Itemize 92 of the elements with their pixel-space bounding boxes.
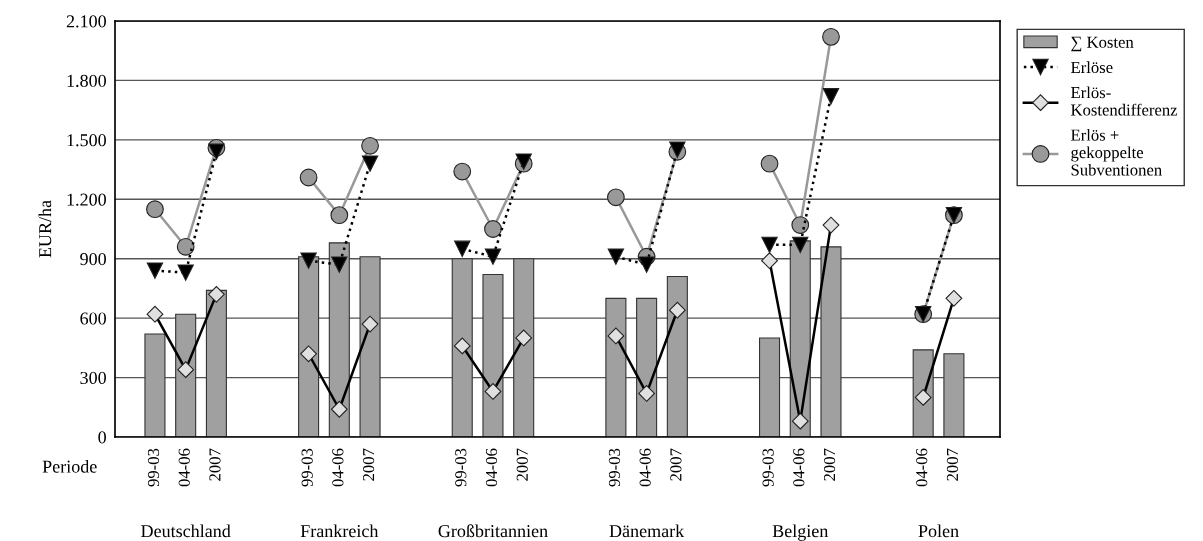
text: Deutschland [141,524,231,538]
point [208,143,225,160]
point [331,256,348,273]
bar [758,337,781,437]
x-tick-label: 2007 [670,448,682,481]
x-tick-label: 04-06 [793,448,805,487]
point [453,337,471,355]
point [792,236,809,254]
bar [205,289,227,437]
point [207,285,225,303]
point [146,262,164,279]
point [791,216,810,234]
legend-label: ∑ Kosten [1071,36,1134,52]
bar [666,275,688,437]
point [606,188,625,207]
x-tick-label: 04-06 [485,448,498,487]
legend-label: Erlös- Kostendifferenz [1071,86,1178,116]
point [300,345,318,363]
text: Polen [918,524,959,538]
y-tick-label: 900 [80,252,106,266]
x-tick-label: 99-03 [147,448,160,487]
bar [943,353,965,437]
point [361,136,379,155]
x-tick-label: 2007 [516,448,528,481]
point [638,256,655,273]
point [822,88,840,105]
point [607,327,625,345]
x-tick-label: 04-06 [332,448,344,487]
point [177,264,194,281]
bar [298,256,320,437]
y-axis-title: EUR/ha [38,200,52,258]
legend-label: Erlöse [1071,61,1113,74]
x-tick-label: 04-06 [916,448,928,487]
point [945,289,963,307]
point [484,248,502,265]
x-tick-label: 2007 [209,448,221,481]
bar [144,333,166,437]
bar [359,256,381,437]
point [484,383,502,400]
bar [605,297,627,437]
point [177,361,195,379]
x-tick-label: 04-06 [639,448,651,487]
text: Belgien [772,524,829,541]
point [761,252,778,270]
text: Großbritannien [438,524,548,538]
legend-label: Erlös + gekoppelte Subventionen [1071,128,1162,176]
point [330,400,348,418]
point [300,252,317,269]
point [176,237,195,256]
point [668,301,686,319]
point [299,168,318,187]
y-tick-label: 1.800 [67,74,106,87]
bar [513,258,535,437]
x-tick-label: 99-03 [455,448,467,487]
y-tick-label: 600 [80,312,106,325]
point [361,315,379,333]
y-tick-label: 0 [98,431,106,444]
point [146,305,164,323]
x-tick-label: 99-03 [608,448,621,487]
x-tick-label: 04-06 [178,448,190,487]
point [146,200,164,219]
point [760,154,779,173]
bar [175,313,197,437]
point [791,412,809,430]
bar [636,297,658,437]
bar [820,246,842,437]
y-tick-label: 2.100 [66,15,106,28]
x-tick-label: 2007 [946,448,959,481]
point [515,329,533,347]
point [453,162,472,181]
text: Dänemark [609,524,685,538]
point [330,206,349,225]
text: Frankreich [300,524,379,538]
y-tick-label: 1.500 [67,134,106,147]
x-tick-label: 99-03 [762,448,774,487]
y-tick-label: 300 [80,371,106,385]
x-axis-title: Periode [42,460,97,473]
point [761,236,778,254]
y-tick-label: 1.200 [67,193,106,206]
point [822,27,840,46]
point [822,216,840,234]
point [914,388,932,406]
bar [482,274,504,437]
point [484,220,502,238]
point [361,155,379,172]
x-tick-label: 2007 [823,448,836,481]
point [638,385,656,402]
bar [451,258,473,437]
point [607,248,625,265]
point [454,240,471,258]
x-tick-label: 99-03 [301,448,313,487]
x-tick-label: 2007 [362,448,375,481]
